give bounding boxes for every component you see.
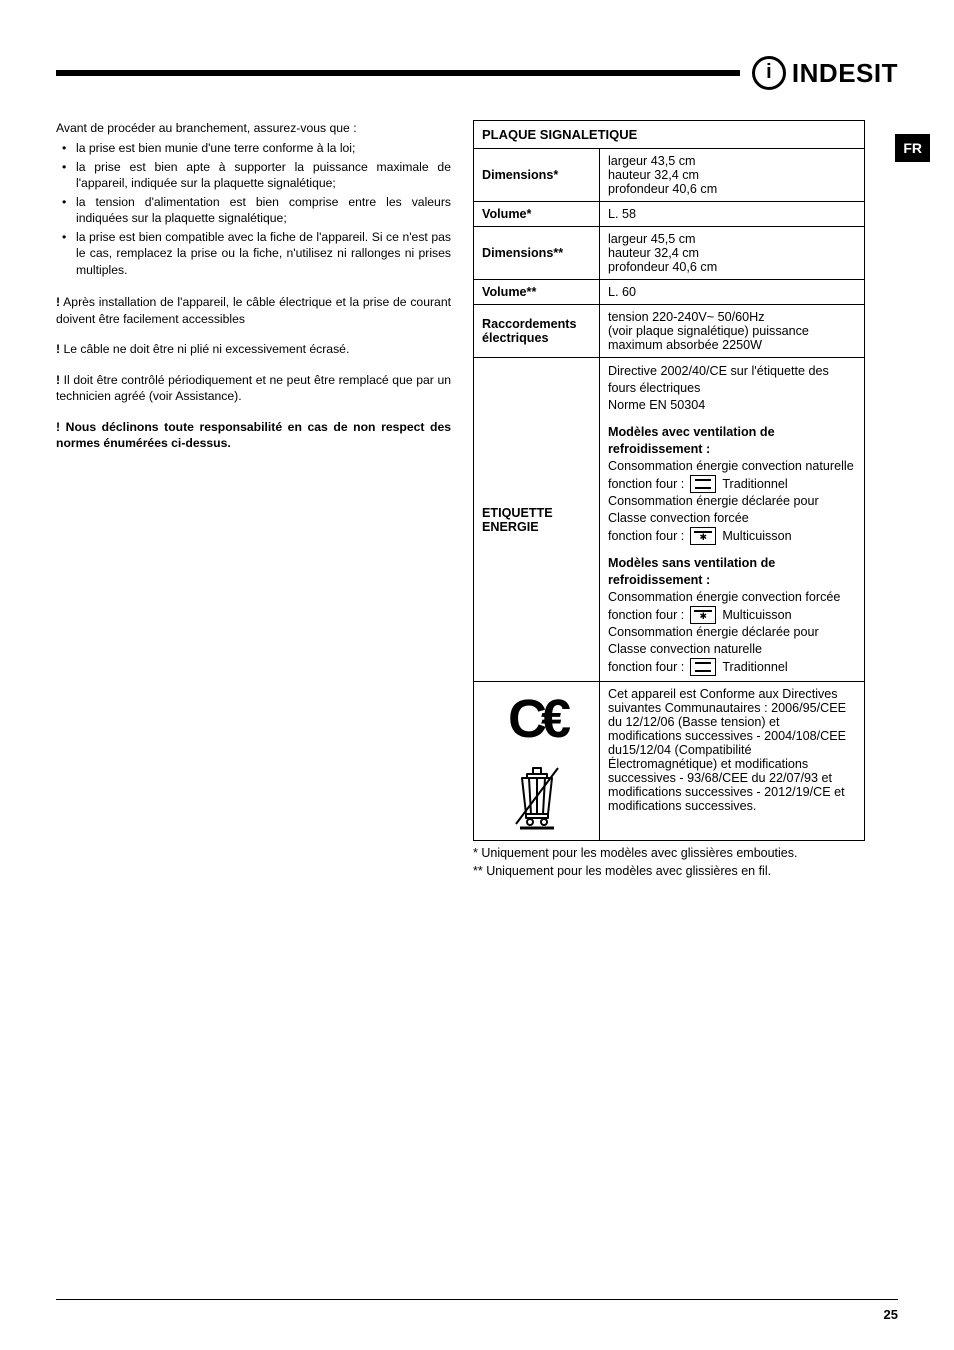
- energy-subhead: Modèles sans ventilation de refroidissem…: [608, 555, 856, 589]
- row-value: largeur 43,5 cm hauteur 32,4 cm profonde…: [600, 149, 865, 202]
- oven-traditional-icon: [690, 658, 716, 676]
- bullet-list: la prise est bien munie d'une terre conf…: [56, 140, 451, 278]
- bullet-item: la prise est bien munie d'une terre conf…: [56, 140, 451, 156]
- energy-line-prefix: fonction four :: [608, 476, 684, 493]
- warning-text: ! Après installation de l'appareil, le c…: [56, 294, 451, 327]
- brand-icon-letter: i: [766, 62, 772, 82]
- footnote: ** Uniquement pour les modèles avec glis…: [473, 863, 865, 881]
- row-label: Dimensions**: [474, 227, 600, 280]
- row-value: tension 220-240V~ 50/60Hz (voir plaque s…: [600, 305, 865, 358]
- row-label: ETIQUETTE ENERGIE: [474, 358, 600, 682]
- energy-line-prefix: fonction four :: [608, 528, 684, 545]
- row-value: largeur 45,5 cm hauteur 32,4 cm profonde…: [600, 227, 865, 280]
- row-value: L. 60: [600, 280, 865, 305]
- oven-multi-icon: [690, 527, 716, 545]
- energy-line-icon: fonction four : Multicuisson: [608, 606, 856, 624]
- energy-line-suffix: Multicuisson: [722, 607, 791, 624]
- row-label: Dimensions*: [474, 149, 600, 202]
- row-label: Volume*: [474, 202, 600, 227]
- ce-text: Cet appareil est Conforme aux Directives…: [600, 682, 865, 841]
- brand-icon: i: [752, 56, 786, 90]
- ce-mark-icon: C€: [482, 692, 591, 746]
- warning-body: Il doit être contrôlé périodiquement et …: [56, 373, 451, 403]
- header: i INDESIT: [56, 56, 898, 90]
- energy-line-suffix: Traditionnel: [722, 659, 787, 676]
- energy-line-prefix: fonction four :: [608, 659, 684, 676]
- intro-text: Avant de procéder au branchement, assure…: [56, 120, 451, 136]
- right-column: PLAQUE SIGNALETIQUE Dimensions* largeur …: [473, 120, 865, 880]
- energy-cell: Directive 2002/40/CE sur l'étiquette des…: [600, 358, 865, 682]
- language-badge: FR: [895, 134, 930, 162]
- table-title: PLAQUE SIGNALETIQUE: [474, 121, 865, 149]
- spec-table: PLAQUE SIGNALETIQUE Dimensions* largeur …: [473, 120, 865, 841]
- footnote: * Uniquement pour les modèles avec gliss…: [473, 845, 865, 863]
- left-column: Avant de procéder au branchement, assure…: [56, 120, 451, 466]
- footnotes: * Uniquement pour les modèles avec gliss…: [473, 845, 865, 880]
- oven-traditional-icon: [690, 475, 716, 493]
- energy-line-suffix: Traditionnel: [722, 476, 787, 493]
- energy-line: Consommation énergie convection forcée: [608, 589, 856, 606]
- footer-rule: [56, 1299, 898, 1300]
- ce-cell: C€: [474, 682, 600, 841]
- energy-directive: Directive 2002/40/CE sur l'étiquette des…: [608, 363, 856, 414]
- warning-bold: ! Nous déclinons toute responsabilité en…: [56, 419, 451, 452]
- energy-line: Consommation énergie déclarée pour Class…: [608, 624, 856, 658]
- warning-text: ! Il doit être contrôlé périodiquement e…: [56, 372, 451, 405]
- brand-logo: i INDESIT: [752, 56, 898, 90]
- row-label: Volume**: [474, 280, 600, 305]
- energy-line: Consommation énergie convection naturell…: [608, 458, 856, 475]
- energy-line-prefix: fonction four :: [608, 607, 684, 624]
- energy-line-icon: fonction four : Traditionnel: [608, 658, 856, 676]
- page-number: 25: [884, 1307, 898, 1322]
- bullet-item: la tension d'alimentation est bien compr…: [56, 194, 451, 227]
- energy-line: Consommation énergie déclarée pour Class…: [608, 493, 856, 527]
- weee-bin-icon: [510, 764, 564, 832]
- row-label: Raccordements électriques: [474, 305, 600, 358]
- bullet-item: la prise est bien compatible avec la fic…: [56, 229, 451, 278]
- energy-line-suffix: Multicuisson: [722, 528, 791, 545]
- warning-body: Le câble ne doit être ni plié ni excessi…: [63, 342, 349, 356]
- bullet-item: la prise est bien apte à supporter la pu…: [56, 159, 451, 192]
- energy-line-icon: fonction four : Traditionnel: [608, 475, 856, 493]
- oven-multi-icon: [690, 606, 716, 624]
- energy-subhead: Modèles avec ventilation de refroidissem…: [608, 424, 856, 458]
- energy-line-icon: fonction four : Multicuisson: [608, 527, 856, 545]
- brand-name: INDESIT: [792, 58, 898, 89]
- warning-text: ! Le câble ne doit être ni plié ni exces…: [56, 341, 451, 357]
- warning-body: Après installation de l'appareil, le câb…: [56, 295, 451, 325]
- header-rule: [56, 70, 740, 76]
- row-value: L. 58: [600, 202, 865, 227]
- warning-bold-body: Nous déclinons toute responsabilité en c…: [56, 420, 451, 450]
